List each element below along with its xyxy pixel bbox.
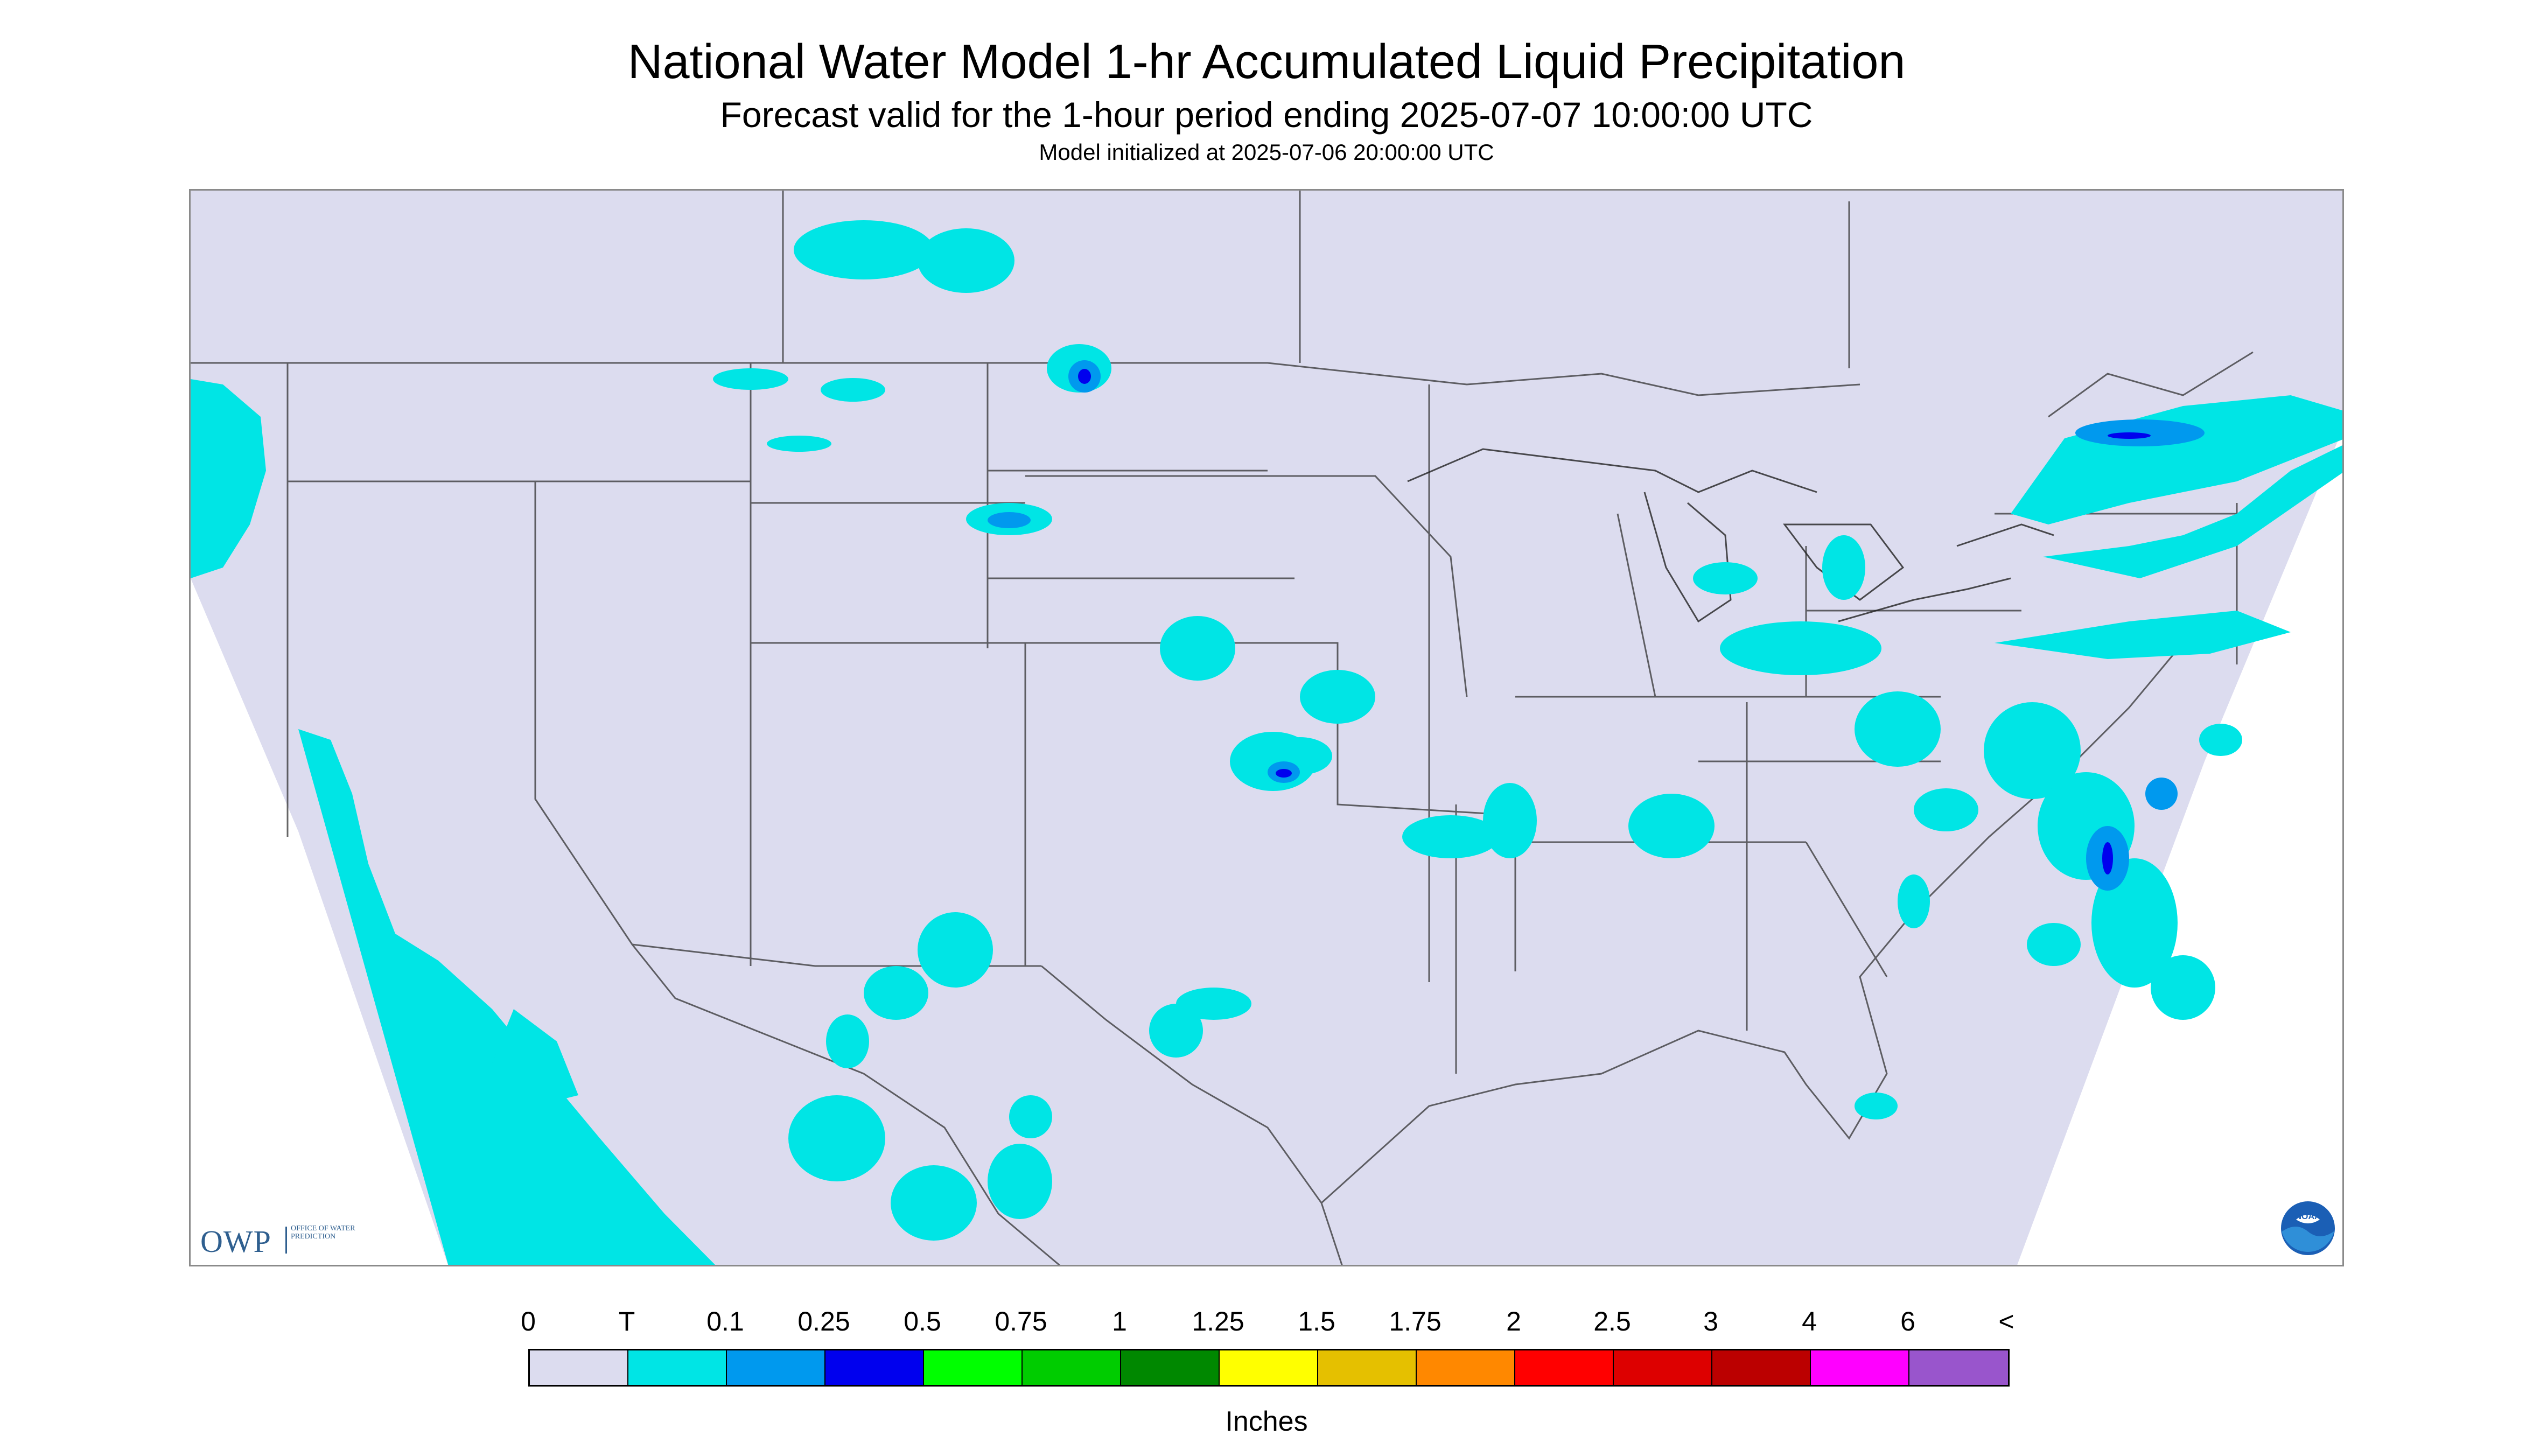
- legend-swatch: [1023, 1350, 1121, 1385]
- legend-swatch: [727, 1350, 825, 1385]
- legend-label: 0.1: [706, 1306, 744, 1336]
- legend-label: 1: [1112, 1306, 1127, 1336]
- legend-label: 3: [1703, 1306, 1718, 1336]
- legend-swatch: [825, 1350, 924, 1385]
- legend-label: 2.5: [1593, 1306, 1631, 1336]
- legend-swatch: [1220, 1350, 1318, 1385]
- model-domain: [191, 191, 2342, 1265]
- legend-labels: 0 T 0.1 0.25 0.5 0.75 1 1.25 1.5 1.75 2 2.5 3 4 6 <: [0, 1306, 2533, 1338]
- legend-swatch: [1515, 1350, 1614, 1385]
- legend-swatch: [1614, 1350, 1712, 1385]
- legend-label: T: [618, 1306, 635, 1336]
- legend-label: 4: [1802, 1306, 1817, 1336]
- noaa-text: NOAA: [2295, 1212, 2321, 1221]
- forecast-period: Forecast valid for the 1-hour period end…: [720, 95, 1813, 135]
- precip-moderate: [1078, 369, 2151, 874]
- legend-swatch: [924, 1350, 1023, 1385]
- model-init-time: Model initialized at 2025-07-06 20:00:00…: [1039, 139, 1494, 165]
- owp-wordmark: OWP: [200, 1224, 271, 1259]
- map-title: National Water Model 1-hr Accumulated Li…: [627, 35, 1906, 89]
- legend-label: 0.25: [797, 1306, 850, 1336]
- legend-label: 0: [521, 1306, 536, 1336]
- legend-swatch: [1121, 1350, 1220, 1385]
- legend-swatch: [1811, 1350, 1909, 1385]
- legend-label: 0.75: [995, 1306, 1047, 1336]
- legend-label: 0.5: [904, 1306, 941, 1336]
- owp-logo: OWP Office of Water Prediction: [200, 1223, 373, 1259]
- legend-label: 1.25: [1192, 1306, 1244, 1336]
- legend-swatch: [628, 1350, 727, 1385]
- legend-swatch: [530, 1350, 628, 1385]
- legend-label: 1.5: [1298, 1306, 1335, 1336]
- legend-swatch: [1712, 1350, 1811, 1385]
- legend-swatch: [1909, 1350, 2008, 1385]
- precip-trace: [191, 220, 2342, 1265]
- great-lakes: [1407, 448, 2054, 623]
- owp-divider: [285, 1227, 287, 1254]
- legend-swatch: [1318, 1350, 1417, 1385]
- map-canvas: [191, 191, 2342, 1265]
- legend-swatch: [1417, 1350, 1515, 1385]
- legend-label: 2: [1506, 1306, 1521, 1336]
- legend-units: Inches: [1225, 1406, 1308, 1437]
- legend-label: 1.75: [1389, 1306, 1442, 1336]
- owp-subtitle: Office of Water Prediction: [291, 1224, 355, 1241]
- noaa-logo: NOAA: [2281, 1201, 2335, 1255]
- color-legend: [528, 1349, 2010, 1387]
- legend-label: 6: [1900, 1306, 1915, 1336]
- legend-label: <: [1998, 1306, 2014, 1336]
- precipitation-map[interactable]: [189, 189, 2344, 1266]
